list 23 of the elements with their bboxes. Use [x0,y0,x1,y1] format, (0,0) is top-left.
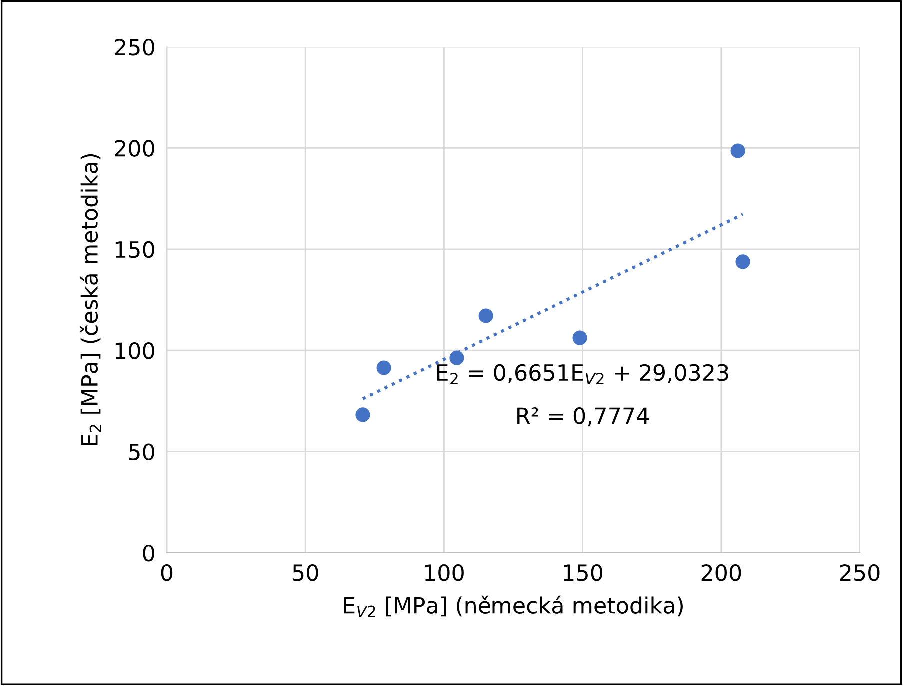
y-tick-label: 50 [129,444,154,461]
y-tick-label: 0 [143,544,154,562]
x-tick-label: 200 [702,564,742,582]
y-axis-title: E$_{2}$ [MPa] (česká metodika) [80,154,102,446]
x-tick-label: 250 [840,564,880,582]
point [736,254,750,270]
point [376,360,392,376]
point [572,330,588,346]
y-tick-label: 200 [115,140,154,157]
y-tick-label: 100 [116,342,154,360]
point [356,408,370,422]
x-tick-label: 150 [564,564,603,582]
annotation: E$_{2}$ = 0,6651E$_{V2}$ + 29,0323 [437,364,728,384]
x-tick-label: 0 [161,564,173,582]
point [730,144,746,158]
x-tick-label: 50 [293,564,318,582]
y-tick-label: 150 [116,241,154,258]
annotation: R² = 0,7774 [518,408,649,427]
x-tick-label: 100 [425,564,464,582]
x-axis-title: E$_{V2}$ [MPa] (německá metodika) [344,596,683,618]
point [478,308,494,324]
point [450,350,464,366]
y-tick-label: 250 [115,38,154,56]
